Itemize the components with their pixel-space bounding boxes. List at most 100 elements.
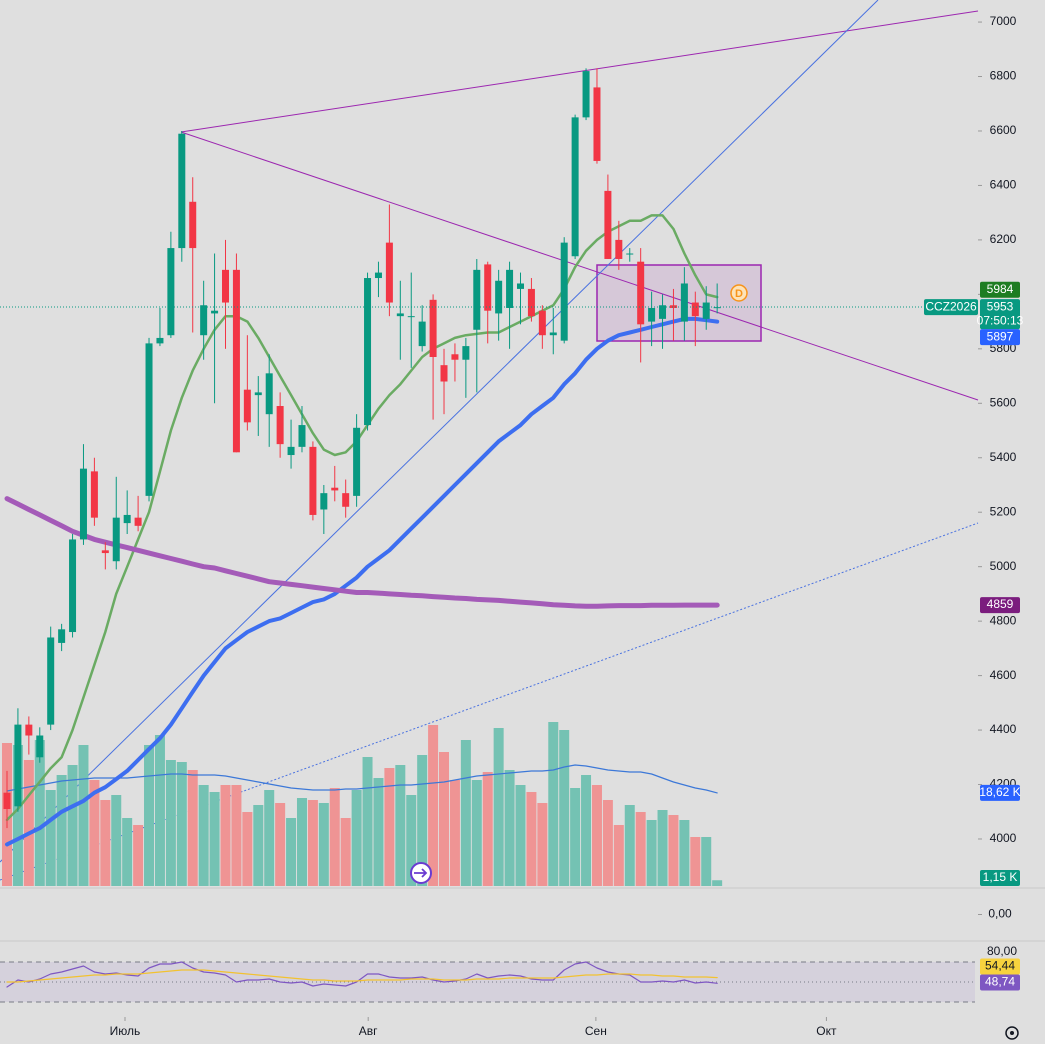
candle-body (593, 87, 601, 161)
price-tag: 4859 (980, 597, 1020, 614)
volume-bar (712, 880, 723, 886)
candle-body (156, 337, 164, 344)
volume-bar (154, 735, 165, 886)
y-tick-label: 6600 (990, 123, 1017, 137)
volume-bar (165, 760, 176, 886)
candle-body (418, 321, 426, 347)
tag-box (980, 958, 1020, 975)
candle-body (604, 190, 612, 259)
oscillator-tag: 48,74 (980, 974, 1020, 991)
volume-bar (340, 818, 351, 886)
tag-box (980, 281, 1020, 298)
drawings (0, 0, 979, 881)
candle-body (429, 299, 437, 357)
candle-body (680, 283, 688, 322)
trend-line[interactable] (180, 10, 979, 133)
candle-body (495, 280, 503, 314)
volume-bar (395, 765, 406, 886)
trend-line[interactable] (0, 0, 879, 863)
tag-box (980, 784, 1020, 801)
x-tick-label: Авг (359, 1024, 378, 1038)
y-tick-label: 5000 (990, 559, 1017, 573)
candle-body (691, 302, 699, 317)
candle-body (364, 278, 372, 426)
candle-body (200, 305, 208, 336)
volume-bar (264, 790, 275, 886)
volume-bar (100, 800, 111, 886)
x-tick-label: Сен (585, 1024, 607, 1038)
candle-body (47, 637, 55, 725)
candle-body (243, 389, 251, 423)
candle-body (287, 446, 295, 456)
volume-bar (384, 768, 395, 886)
candle-body (331, 487, 339, 491)
tag-label: 5953 (987, 299, 1014, 313)
candle-body (407, 316, 415, 318)
trend-line[interactable] (180, 131, 979, 401)
candle-body (79, 468, 87, 540)
marker-label: D (735, 288, 743, 300)
candle-body (571, 117, 579, 257)
volume-bar (198, 785, 209, 886)
event-marker[interactable]: D (730, 284, 748, 302)
candle-body (134, 517, 142, 526)
volume-bar (460, 740, 471, 886)
volume-bar (449, 780, 460, 886)
candle-body (516, 283, 524, 289)
volume-tag: 18,62 K (979, 784, 1021, 801)
volume-bar (701, 837, 712, 886)
candle-body (123, 514, 131, 524)
volume-bar (591, 785, 602, 886)
volume-bar (176, 762, 187, 886)
settings-icon[interactable] (1005, 1026, 1019, 1040)
candle-body (14, 724, 22, 807)
volume-bar (242, 812, 253, 886)
gear-hub (1010, 1031, 1014, 1035)
tag-box (980, 974, 1020, 991)
candle-body (506, 269, 514, 308)
countdown: 07:50:13 (977, 313, 1024, 327)
candle-body (276, 406, 284, 445)
candle-body (659, 305, 667, 319)
candle-body (385, 242, 393, 303)
symbol-box (924, 299, 978, 316)
volume-bar (657, 810, 668, 886)
volume-bar (12, 745, 23, 886)
replay-icon[interactable] (410, 862, 432, 884)
volume-bar (439, 752, 450, 886)
volume-bar (613, 825, 624, 886)
volume-bar (493, 728, 504, 886)
volume-bar (570, 788, 581, 886)
candle-body (222, 269, 230, 303)
volume-bar (89, 780, 100, 886)
volume-bar (559, 730, 570, 886)
y-tick-label: 0,00 (988, 907, 1012, 921)
volume-bar (307, 800, 318, 886)
candle-body (254, 392, 262, 396)
candle-body (189, 201, 197, 249)
volume-bar (296, 798, 307, 886)
candle-body (637, 261, 645, 325)
rectangle-drawing[interactable] (596, 264, 762, 342)
tag-label: 4859 (987, 597, 1014, 611)
candle-body (560, 242, 568, 341)
volume-bar (602, 800, 613, 886)
y-tick-label: 4000 (990, 831, 1017, 845)
icon-arrow (414, 868, 428, 878)
volume-bar (428, 725, 439, 886)
candle-body (145, 343, 153, 496)
tag-box (980, 329, 1020, 346)
symbol-label: CCZ2026 (925, 299, 977, 313)
tag-label: 54,44 (985, 959, 1015, 973)
volume-bar (504, 770, 515, 886)
y-tick-label: 6800 (990, 69, 1017, 83)
oscillator-tag: 54,44 (980, 958, 1020, 975)
y-tick-label: 4800 (990, 613, 1017, 627)
volume-bar (329, 788, 340, 886)
candle-body (440, 365, 448, 382)
candle-body (232, 269, 240, 453)
candle-body (298, 425, 306, 447)
candle-body (549, 332, 557, 336)
tag-label: 18,62 K (979, 785, 1020, 799)
